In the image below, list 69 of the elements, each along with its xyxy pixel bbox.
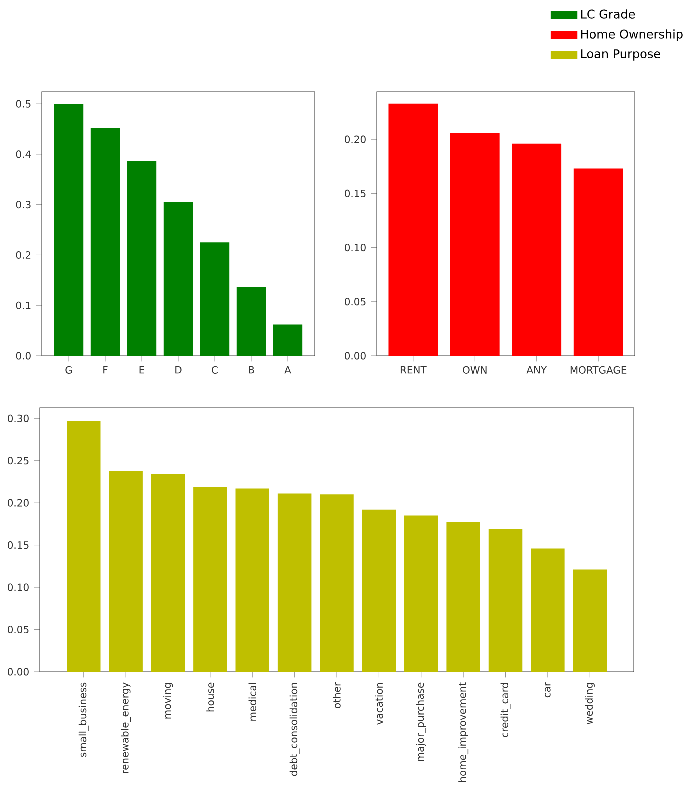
bar	[90, 128, 120, 356]
x-tick-label: MORTGAGE	[570, 366, 627, 374]
bar	[236, 488, 270, 672]
bar	[446, 522, 480, 672]
bar	[127, 161, 157, 356]
x-tick-label: ANY	[526, 366, 548, 374]
x-tick-label: B	[249, 366, 254, 374]
x-tick-label: G	[66, 366, 72, 374]
bar	[200, 242, 230, 356]
bar	[388, 104, 438, 356]
x-tick-label: moving	[163, 683, 174, 719]
y-tick-label: 0.2	[16, 251, 31, 260]
x-tick-label: other	[333, 682, 341, 708]
x-tick-label: renewable_energy	[121, 682, 132, 774]
x-tick-label: A	[284, 366, 292, 374]
bar	[151, 474, 186, 672]
x-tick-label: OWN	[463, 366, 487, 374]
bar	[362, 510, 396, 672]
x-tick-label: medical	[248, 683, 257, 721]
x-tick-label: vacation	[375, 683, 384, 725]
y-tick-label: 0.15	[345, 190, 366, 198]
y-tick-label: 0.30	[8, 414, 29, 422]
x-tick-label: C	[212, 366, 218, 374]
y-tick-label: 0.20	[8, 499, 29, 507]
y-tick-label: 0.25	[8, 457, 29, 465]
x-tick-label: house	[206, 682, 214, 712]
bar	[278, 494, 312, 672]
bar	[404, 516, 438, 672]
y-tick-label: 0.1	[16, 302, 31, 310]
bar	[164, 202, 194, 356]
y-tick-label: 0.10	[8, 584, 29, 592]
bar	[574, 168, 624, 356]
x-tick-label: small_business	[78, 682, 89, 758]
bar	[320, 494, 354, 672]
x-tick-label: home_improvement	[458, 682, 469, 782]
bar	[236, 287, 266, 356]
x-tick-label: major_purchase	[416, 682, 426, 762]
x-tick-label: car	[545, 682, 551, 698]
bar	[194, 487, 228, 672]
bar	[54, 104, 84, 356]
y-tick-label: 0.10	[345, 244, 366, 252]
legend-label: Loan Purpose	[581, 50, 660, 61]
bar	[109, 470, 143, 672]
y-tick-label: 0.4	[16, 150, 32, 158]
legend-label: Home Ownership	[581, 30, 683, 42]
y-tick-label: 0.15	[8, 542, 29, 550]
legend-label: LC Grade	[581, 10, 636, 19]
bar	[67, 421, 101, 672]
bar	[273, 324, 303, 356]
x-tick-label: RENT	[400, 366, 427, 374]
y-tick-label: 0.00	[345, 352, 366, 360]
x-tick-label: credit_card	[500, 683, 511, 738]
y-tick-label: 0.5	[16, 100, 31, 108]
y-tick-label: 0.05	[8, 626, 29, 634]
y-tick-label: 0.3	[16, 201, 31, 209]
bar	[531, 548, 565, 672]
bar	[488, 529, 523, 672]
y-tick-label: 0.05	[345, 298, 366, 306]
x-tick-label: D	[176, 366, 182, 374]
y-tick-label: 0.0	[16, 352, 31, 360]
bar	[450, 133, 500, 356]
x-tick-label: F	[104, 366, 108, 374]
bar	[512, 144, 562, 356]
y-tick-label: 0.20	[345, 136, 366, 144]
x-tick-label: E	[140, 366, 145, 374]
x-tick-label: wedding	[585, 683, 595, 724]
y-tick-label: 0.00	[8, 668, 29, 676]
bar	[573, 570, 608, 672]
x-tick-label: debt_consolidation	[290, 683, 300, 776]
